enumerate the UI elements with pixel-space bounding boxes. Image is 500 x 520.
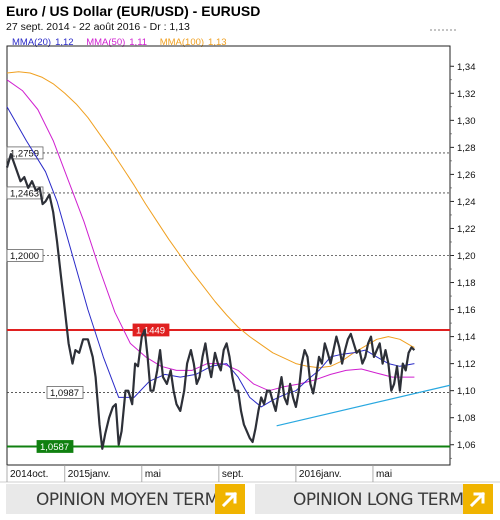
series-mma-50- [6, 79, 415, 392]
opinion-medium-term-label: OPINION MOYEN TERME [36, 490, 230, 510]
y-tick-label: 1,18 [457, 278, 476, 289]
y-tick-label: 1,20 [457, 251, 476, 262]
y-tick-label: 1,34 [457, 62, 476, 73]
level-badge [46, 386, 84, 399]
y-tick-label: 1,12 [457, 359, 476, 370]
arrow-up-right-icon[interactable] [215, 484, 245, 514]
zoom-handle-icon[interactable] [430, 27, 456, 33]
y-tick-label: 1,08 [457, 413, 476, 424]
y-tick-label: 1,16 [457, 305, 476, 316]
legend-mma100-value: 1,13 [208, 37, 227, 48]
y-tick-label: 1,22 [457, 224, 476, 235]
x-tick-label: 2015janv. [68, 469, 111, 480]
x-tick-label: 2016janv. [299, 469, 342, 480]
legend: MMA(20) 1,12 MMA(50) 1,11 MMA(100) 1,13 [12, 37, 231, 48]
x-tick-label: sept. [222, 469, 244, 480]
level-label: 1,1449 [136, 325, 165, 336]
level-badge [132, 323, 170, 337]
level-label: 1,2000 [10, 251, 39, 262]
y-tick-label: 1,10 [457, 386, 476, 397]
series-eurusd [5, 153, 416, 450]
trend-line [276, 384, 451, 427]
level-badge [6, 186, 44, 200]
level-badge [6, 249, 44, 262]
x-tick-label: mai [145, 469, 161, 480]
y-tick-label: 1,26 [457, 170, 476, 181]
y-tick-label: 1,28 [457, 143, 476, 154]
series-mma-100- [6, 71, 415, 369]
y-tick-label: 1,06 [457, 440, 476, 451]
legend-mma50-label: MMA(50) [86, 37, 126, 48]
chart-subtitle: 27 sept. 2014 - 22 août 2016 - Dr : 1,13 [6, 21, 190, 33]
legend-mma100-label: MMA(100) [159, 37, 205, 48]
level-badge [36, 440, 74, 453]
arrow-up-right-icon[interactable] [463, 484, 493, 514]
y-tick-label: 1,30 [457, 116, 476, 127]
level-label: 1,2463 [10, 188, 39, 199]
x-tick-label: 2014oct. [10, 469, 48, 480]
x-tick-label: mai [376, 469, 392, 480]
y-tick-label: 1,32 [457, 89, 476, 100]
level-badge [6, 146, 44, 160]
legend-mma20-label: MMA(20) [12, 37, 52, 48]
opinion-long-term-label: OPINION LONG TERME [293, 490, 474, 510]
opinion-long-term-button[interactable]: OPINION LONG TERME [255, 484, 493, 514]
chart-title: Euro / US Dollar (EUR/USD) - EURUSD [6, 3, 261, 19]
series-mma-20- [6, 106, 415, 408]
opinion-medium-term-button[interactable]: OPINION MOYEN TERME [6, 484, 245, 514]
level-label: 1,0987 [50, 388, 79, 399]
y-tick-label: 1,14 [457, 332, 476, 343]
y-tick-label: 1,24 [457, 197, 476, 208]
legend-mma20-value: 1,12 [55, 37, 74, 48]
level-label: 1,2759 [10, 148, 39, 159]
level-label: 1,0587 [40, 442, 69, 453]
legend-mma50-value: 1,11 [129, 37, 148, 48]
